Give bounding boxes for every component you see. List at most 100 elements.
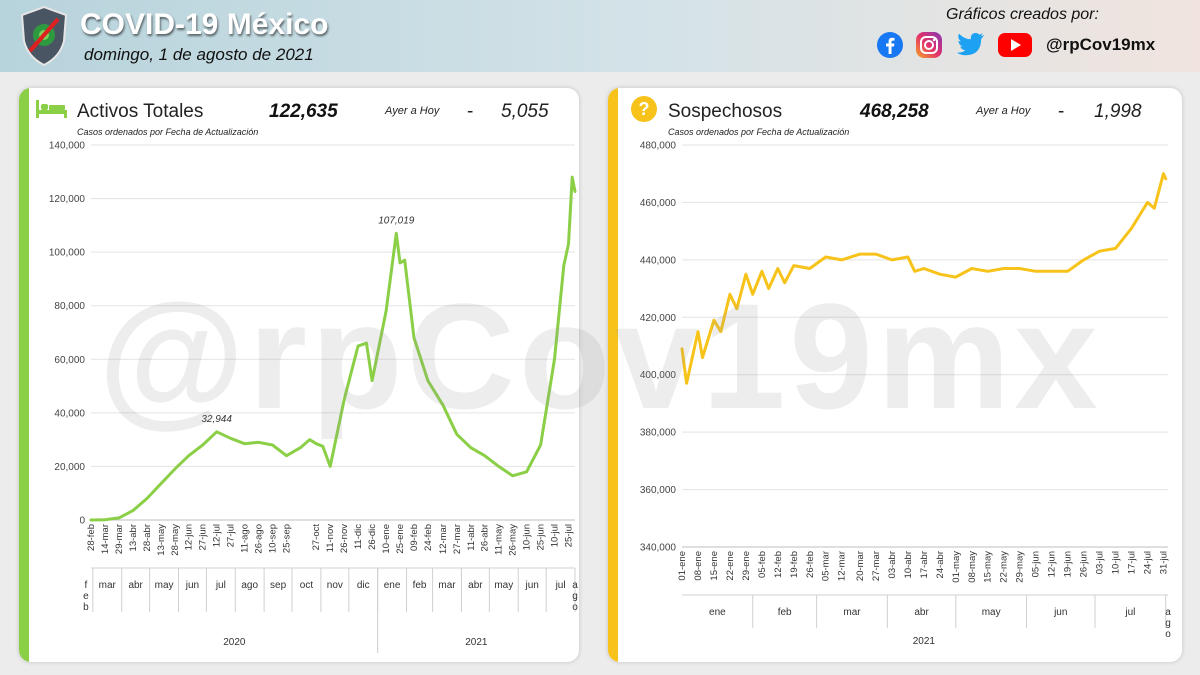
month-label: jun — [185, 580, 199, 591]
delta-value: 5,055 — [501, 101, 549, 122]
x-tick-label: 17-jul — [1126, 551, 1137, 574]
x-tick-label: 27-jun — [198, 524, 209, 550]
x-tick-label: 12-jun — [1047, 551, 1058, 577]
month-label: feb — [778, 607, 792, 618]
x-tick-label: 12-jun — [184, 524, 195, 550]
x-tick-label: 13-abr — [128, 524, 139, 551]
compare-label: Ayer a Hoy — [976, 105, 1031, 117]
virus-shield-logo — [20, 5, 68, 67]
bed-icon — [36, 100, 67, 118]
x-tick-label: 12-jul — [212, 524, 223, 547]
y-tick-label: 380,000 — [640, 428, 677, 439]
data-label: 107,019 — [378, 215, 415, 226]
month-label: mar — [438, 580, 456, 591]
x-tick-label: 11-may — [494, 524, 505, 555]
month-label: jul — [1124, 607, 1135, 618]
x-tick-label: 31-jul — [1158, 551, 1169, 574]
month-label: oct — [300, 580, 314, 591]
youtube-icon[interactable] — [997, 32, 1033, 58]
x-tick-label: 10-abr — [903, 551, 914, 578]
y-tick-label: 440,000 — [640, 255, 677, 266]
panel-title: Sospechosos — [668, 101, 783, 122]
month-label: may — [155, 580, 174, 591]
month-label: may — [494, 580, 513, 591]
delta-sign: - — [1058, 101, 1065, 122]
x-tick-label: 05-jun — [1031, 551, 1042, 577]
question-icon: ? — [631, 96, 657, 122]
sospechosos-panel: ? Sospechosos 468,258 Ayer a Hoy - 1,998… — [608, 88, 1182, 662]
month-label: ene — [709, 607, 726, 618]
x-tick-label: 03-abr — [887, 551, 898, 578]
y-tick-label: 140,000 — [49, 141, 86, 152]
month-label: o — [572, 602, 578, 613]
x-tick-label: 26-ago — [254, 524, 265, 554]
x-tick-label: 25-jul — [563, 524, 574, 547]
month-label: feb — [413, 580, 427, 591]
x-tick-label: 26-feb — [805, 551, 816, 578]
x-tick-label: 05-mar — [821, 551, 832, 581]
x-tick-label: 10-jun — [522, 524, 533, 550]
x-tick-label: 05-feb — [757, 551, 768, 578]
year-label: 2021 — [465, 637, 488, 648]
month-label: ene — [384, 580, 401, 591]
month-label: jul — [215, 580, 226, 591]
y-tick-label: 60,000 — [54, 355, 85, 366]
facebook-icon[interactable] — [876, 31, 904, 59]
x-tick-label: 26-jun — [1079, 551, 1090, 577]
month-label: jul — [555, 580, 566, 591]
twitter-handle[interactable]: @rpCov19mx — [1046, 35, 1156, 54]
year-label: 2021 — [913, 636, 936, 647]
month-label: sep — [270, 580, 287, 591]
delta-sign: - — [467, 101, 474, 122]
month-label: jun — [525, 580, 539, 591]
x-tick-label: 22-may — [999, 551, 1010, 583]
x-tick-label: 10-jul — [550, 524, 561, 547]
x-tick-label: 26-may — [508, 524, 519, 556]
month-label: e — [83, 591, 89, 602]
activos-totales-panel: Activos Totales 122,635 Ayer a Hoy - 5,0… — [19, 88, 579, 662]
x-tick-label: 17-abr — [919, 551, 930, 578]
x-tick-label: 12-mar — [837, 551, 848, 581]
x-tick-label: 27-mar — [871, 551, 882, 581]
x-tick-label: 25-sep — [281, 524, 292, 553]
month-label: b — [83, 602, 89, 613]
twitter-icon[interactable] — [954, 31, 986, 59]
x-tick-label: 19-jun — [1063, 551, 1074, 577]
y-tick-label: 360,000 — [640, 485, 677, 496]
x-tick-label: 01-may — [951, 551, 962, 583]
x-tick-label: 26-nov — [339, 524, 350, 553]
y-tick-label: 120,000 — [49, 194, 86, 205]
month-label: nov — [327, 580, 343, 591]
y-tick-label: 0 — [79, 516, 85, 527]
x-tick-label: 26-dic — [367, 524, 378, 550]
x-tick-label: 26-abr — [480, 524, 491, 551]
activos-line-chart: 0 20,000 40,000 60,000 80,000 100,000 120,000 1… — [49, 141, 578, 653]
y-tick-label: 40,000 — [54, 408, 85, 419]
x-tick-label: 13-may — [156, 524, 167, 556]
x-tick-label: 01-ene — [677, 551, 688, 581]
data-label: 32,944 — [201, 414, 232, 425]
month-label: g — [572, 591, 578, 602]
x-tick-label: 11-nov — [325, 524, 336, 553]
y-tick-label: 460,000 — [640, 198, 677, 209]
x-tick-label: 12-feb — [773, 551, 784, 578]
x-tick-label: 22-ene — [725, 551, 736, 581]
x-tick-label: 25-jun — [536, 524, 547, 550]
y-tick-label: 340,000 — [640, 543, 677, 554]
x-tick-label: 29-ene — [741, 551, 752, 581]
x-tick-label: 10-ene — [381, 524, 392, 554]
month-label: abr — [128, 580, 143, 591]
x-tick-label: 11-abr — [466, 524, 477, 551]
month-label: f — [84, 580, 87, 591]
x-tick-label: 29-may — [1015, 551, 1026, 583]
instagram-icon[interactable] — [915, 31, 943, 59]
x-tick-label: 12-mar — [438, 524, 449, 554]
x-tick-label: 28-may — [170, 524, 181, 556]
x-tick-label: 24-feb — [423, 524, 434, 551]
month-label: g — [1165, 618, 1171, 629]
x-tick-label: 29-mar — [114, 524, 125, 554]
x-tick-label: 28-abr — [142, 524, 153, 551]
panel-total-value: 468,258 — [860, 101, 929, 122]
social-links: @rpCov19mx — [876, 30, 1155, 60]
y-tick-label: 80,000 — [54, 301, 85, 312]
